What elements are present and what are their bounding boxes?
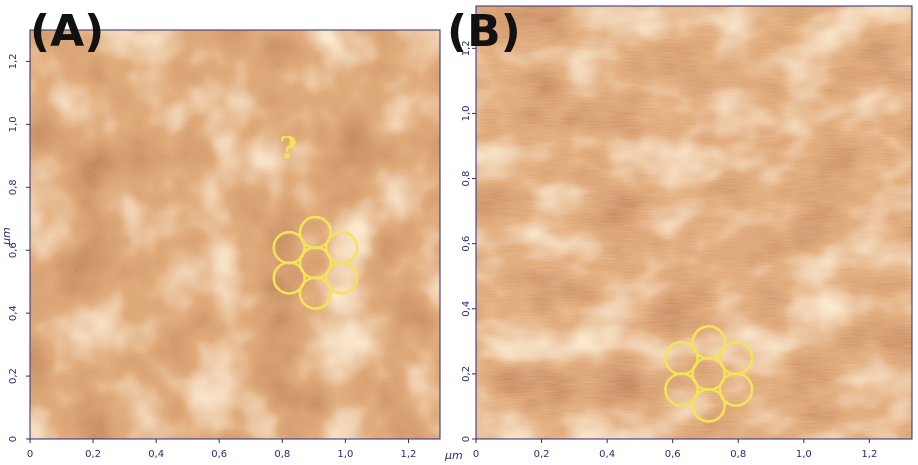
panel-label: (A): [30, 6, 104, 57]
outer-ring: [691, 325, 727, 360]
hexagonal-ring-overlay: [664, 325, 754, 423]
image-frame: [475, 5, 913, 440]
x-tick-label: 0,6: [665, 449, 681, 460]
y-tick-label: 0,6: [461, 236, 472, 252]
y-tick-label: 1,2: [8, 54, 19, 70]
y-tick-label: 0: [461, 436, 472, 442]
y-axis-unit: µm: [0, 227, 13, 246]
y-tick-label: 0,6: [8, 242, 19, 258]
panel-b: 0 0,2 0,4 0,6 0,8 1,0 1,200,20,40,60,81,01,2(B…: [447, 5, 913, 460]
outer-ring: [272, 261, 306, 295]
y-tick-label: 1,0: [461, 105, 472, 121]
y-tick-label: 0: [8, 436, 19, 442]
y-tick-label: 1,2: [461, 40, 472, 56]
x-tick-label: 0: [27, 449, 33, 460]
hexagonal-ring-overlay: [272, 215, 359, 310]
outer-ring: [298, 276, 333, 310]
x-tick-label: 1,0: [337, 449, 353, 460]
outer-ring: [718, 340, 754, 376]
question-mark-annotation: ?: [279, 131, 297, 166]
x-tick-label: 1,2: [861, 449, 877, 460]
x-tick-label: 0,4: [148, 449, 164, 460]
x-tick-label: 0,4: [599, 449, 615, 460]
x-tick-label: 0,2: [534, 449, 550, 460]
y-tick-label: 1,0: [8, 116, 19, 132]
outer-ring: [298, 215, 333, 250]
y-tick-label: 0,2: [8, 368, 19, 384]
afm-height-map: [30, 30, 440, 439]
panel-label: (B): [447, 6, 521, 57]
y-tick-label: 0,4: [461, 301, 472, 317]
x-tick-label: 0,2: [85, 449, 101, 460]
x-tick-label: 0: [473, 449, 479, 460]
x-tick-label: 0,8: [730, 449, 746, 460]
afm-height-map: [476, 6, 912, 439]
outer-ring: [324, 230, 359, 265]
outer-ring: [664, 372, 699, 407]
y-tick-label: 0,8: [8, 179, 19, 195]
x-tick-label: 1,0: [796, 449, 812, 460]
y-tick-label: 0,2: [461, 366, 472, 382]
y-tick-label: 0,8: [461, 171, 472, 187]
x-tick-label: 0,8: [274, 449, 290, 460]
x-tick-label: 0,6: [211, 449, 227, 460]
x-axis-unit: µm: [444, 449, 463, 462]
y-tick-label: 0,4: [8, 305, 19, 321]
outer-ring: [691, 387, 727, 423]
panel-a: 0 0,2 0,4 0,6 0,8 1,0 1,2 0 0,2 0,4 0,6 0,8 1,0 1,2 µm…: [0, 6, 463, 462]
x-tick-label: 1,2: [401, 449, 417, 460]
image-frame: [29, 29, 441, 440]
